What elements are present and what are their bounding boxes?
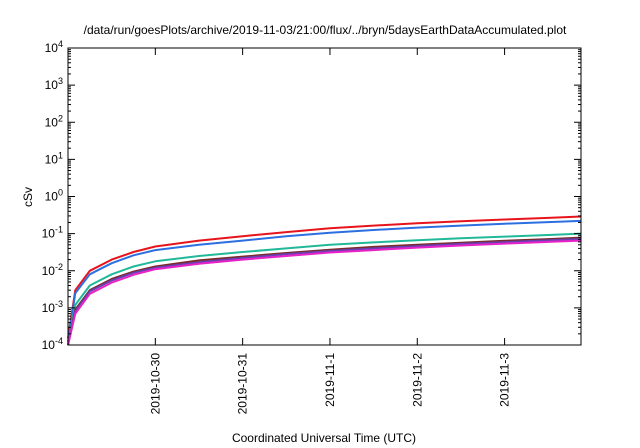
y-tick-label: 104 — [45, 39, 63, 55]
chart-title: /data/run/goesPlots/archive/2019-11-03/2… — [84, 23, 567, 37]
y-tick-label: 102 — [45, 113, 63, 129]
y-tick-label: 10-3 — [42, 299, 63, 315]
series-line-6 — [67, 239, 582, 346]
x-tick-label: 2019-11-3 — [498, 353, 512, 407]
x-tick-label: 2019-10-30 — [148, 353, 162, 415]
y-tick-label: 10-4 — [42, 336, 63, 352]
y-axis: 10-4 10-3 10-2 10-1 100 101 102 103 104 — [42, 39, 581, 352]
y-tick-label: 100 — [45, 188, 63, 204]
x-axis: 2019-10-30 2019-10-31 2019-11-1 2019-11-2 20… — [148, 48, 512, 415]
x-tick-label: 2019-10-31 — [236, 353, 250, 415]
series-line-5 — [67, 237, 582, 346]
plot-series — [67, 215, 582, 346]
y-tick-label: 101 — [45, 150, 63, 166]
plot-frame — [67, 47, 582, 346]
x-tick-label: 2019-11-1 — [323, 353, 337, 407]
series-line-3 — [67, 232, 582, 346]
y-tick-label: 10-1 — [42, 225, 63, 241]
y-tick-label: 10-2 — [42, 262, 63, 278]
y-tick-label: 103 — [45, 76, 63, 92]
x-axis-label: Coordinated Universal Time (UTC) — [232, 431, 416, 445]
y-axis-label: cSv — [21, 187, 35, 207]
x-tick-label: 2019-11-2 — [410, 353, 424, 407]
series-line-1 — [67, 215, 582, 339]
series-line-2 — [67, 219, 582, 343]
series-line-4 — [67, 236, 582, 346]
